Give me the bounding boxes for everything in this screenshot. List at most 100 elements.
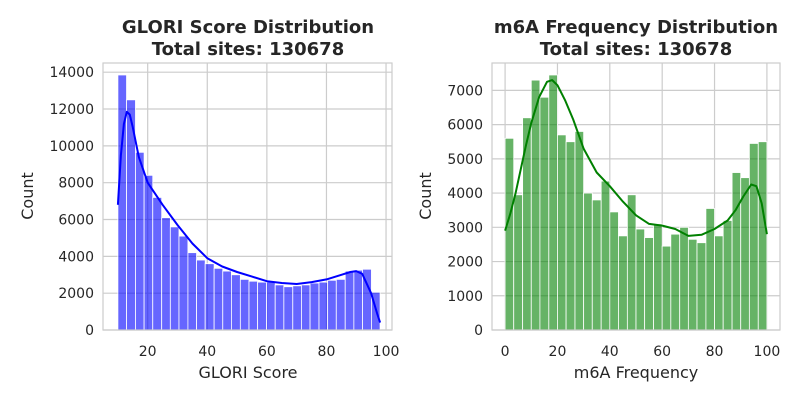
- plot-area: [102, 62, 393, 331]
- histogram-bar: [618, 235, 628, 331]
- y-tick-label: 10000: [49, 139, 94, 155]
- histogram-bar: [548, 74, 558, 331]
- x-tick-label: 60: [653, 344, 671, 360]
- x-tick-label: 100: [754, 344, 781, 360]
- histogram-bar: [731, 172, 742, 331]
- histogram-bar: [204, 263, 215, 331]
- histogram-bar: [222, 270, 232, 331]
- y-tick-label: 7000: [447, 83, 483, 99]
- y-tick-label: 4000: [58, 249, 94, 265]
- histogram-bar: [565, 141, 576, 331]
- histogram-bar: [266, 281, 276, 331]
- histogram-bar: [504, 137, 515, 331]
- y-tick-label: 3000: [447, 220, 483, 236]
- histogram-bar: [679, 226, 689, 331]
- histogram-bar: [696, 242, 707, 331]
- histogram-bar: [574, 131, 585, 331]
- histogram-bar: [274, 284, 285, 331]
- histogram-bar: [178, 235, 189, 331]
- histogram-bar: [722, 220, 733, 331]
- histogram-bar: [318, 281, 329, 331]
- histogram-bar: [135, 151, 145, 331]
- y-axis-label: Count: [416, 172, 435, 220]
- histogram-bar: [353, 269, 363, 331]
- histogram-bar: [670, 233, 681, 331]
- histogram-bar: [248, 280, 259, 331]
- glori-score-panel: GLORI Score Distribution Total sites: 13…: [18, 17, 399, 382]
- kde-line: [116, 110, 382, 323]
- histogram-bar: [644, 237, 654, 331]
- histogram-bar: [748, 143, 759, 331]
- x-tick-label: 20: [549, 344, 567, 360]
- histogram-bar: [557, 134, 567, 331]
- histogram-bar: [161, 217, 171, 331]
- x-tick-label: 40: [198, 344, 216, 360]
- plot-area: [491, 62, 781, 331]
- histogram-bar: [301, 284, 311, 331]
- histogram-bars: [117, 74, 381, 331]
- x-tick-label: 80: [318, 344, 336, 360]
- x-axis-label: m6A Frequency: [574, 363, 698, 382]
- histogram-bar: [653, 223, 663, 331]
- histogram-bar: [522, 117, 532, 331]
- histogram-bar: [591, 199, 602, 331]
- chart-title: m6A Frequency Distribution: [494, 17, 778, 38]
- histogram-bar: [169, 226, 180, 331]
- histogram-bar: [687, 238, 698, 331]
- y-tick-label: 0: [85, 323, 94, 339]
- histogram-bar: [757, 141, 768, 331]
- histogram-bar: [600, 180, 611, 331]
- histogram-bar: [283, 286, 294, 331]
- histogram-bar: [187, 252, 197, 331]
- histogram-bar: [513, 194, 524, 331]
- x-tick-label: 20: [139, 344, 157, 360]
- histogram-bar: [714, 235, 724, 331]
- x-tick-label: 40: [601, 344, 619, 360]
- y-tick-label: 14000: [49, 65, 94, 81]
- x-tick-label: 80: [706, 344, 724, 360]
- y-tick-label: 1000: [447, 289, 483, 305]
- m6a-frequency-panel: m6A Frequency Distribution Total sites: …: [416, 17, 781, 382]
- histogram-bar: [196, 259, 206, 331]
- y-tick-label: 2000: [447, 255, 483, 271]
- histogram-bar: [539, 96, 550, 331]
- histogram-bar: [257, 281, 267, 331]
- histogram-bars: [504, 74, 768, 331]
- histogram-bar: [231, 274, 241, 331]
- histogram-bar: [213, 267, 224, 331]
- histogram-bar: [239, 278, 250, 331]
- x-axis-label: GLORI Score: [198, 363, 297, 382]
- chart-subtitle: Total sites: 130678: [540, 39, 732, 60]
- x-tick-label: 60: [258, 344, 276, 360]
- histogram-bar: [309, 282, 320, 331]
- histogram-bar: [292, 285, 302, 331]
- y-tick-label: 8000: [58, 176, 94, 192]
- plot-frame: [491, 62, 781, 331]
- histogram-bar: [327, 279, 337, 331]
- histogram-bar: [635, 228, 646, 331]
- chart-title: GLORI Score Distribution: [122, 17, 374, 38]
- y-tick-label: 12000: [49, 102, 94, 118]
- histogram-bar: [609, 211, 619, 331]
- histogram-bar: [344, 270, 355, 331]
- y-tick-label: 6000: [447, 118, 483, 134]
- histogram-bar: [143, 174, 154, 331]
- histogram-bar: [705, 208, 715, 331]
- plot-frame: [102, 62, 393, 331]
- y-tick-label: 6000: [58, 213, 94, 229]
- y-tick-label: 5000: [447, 152, 483, 168]
- x-tick-label: 0: [501, 344, 510, 360]
- y-tick-label: 4000: [447, 186, 483, 202]
- chart-subtitle: Total sites: 130678: [152, 39, 344, 60]
- histogram-bar: [117, 74, 127, 331]
- histogram-bar: [152, 197, 163, 331]
- y-tick-label: 0: [474, 323, 483, 339]
- histogram-bar: [583, 192, 593, 331]
- histogram-bar: [661, 245, 672, 331]
- x-tick-label: 100: [373, 344, 400, 360]
- kde-line: [504, 79, 768, 237]
- histogram-bar: [335, 278, 346, 331]
- y-tick-label: 2000: [58, 286, 94, 302]
- y-axis-label: Count: [18, 172, 37, 220]
